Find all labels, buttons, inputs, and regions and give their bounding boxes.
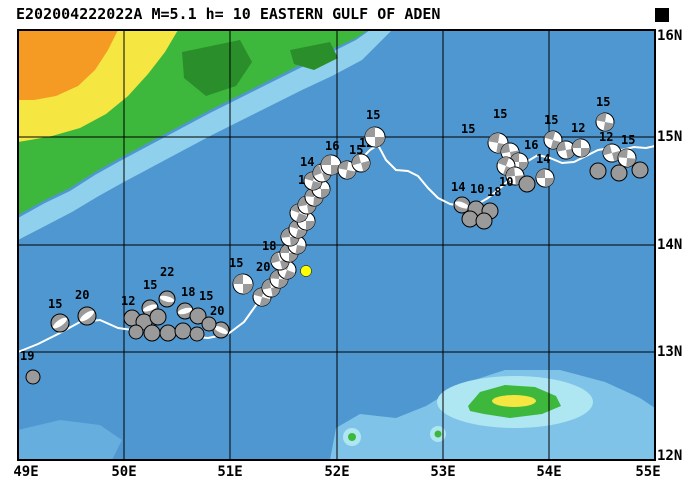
depth-label: 20 [256,260,270,274]
land-darkgreen-patch-2 [290,42,338,70]
land-darkgreen-patch-1 [182,40,252,96]
focal-mechanism-beachball [50,313,70,333]
depth-label: 15 [349,143,363,157]
small-island-2 [434,430,442,438]
focal-mechanism-dot [631,161,649,179]
depth-label: 15 [493,107,507,121]
focal-mechanism-beachball [158,290,176,308]
land-elevation-orange [18,30,118,100]
corner-mark [655,8,669,22]
depth-label: 15 [229,256,243,270]
depth-label: 15 [621,133,635,147]
depth-label: 15 [199,289,213,303]
lon-label-52e: 52E [324,464,350,480]
focal-mechanism-dot [589,162,607,180]
focal-mechanism-beachball [543,130,563,150]
coastal-shelf-band [18,30,392,240]
focal-mechanism-dot [25,369,41,385]
depth-label: 16 [524,138,538,152]
depth-label: 18 [487,185,501,199]
depth-label: 15 [48,297,62,311]
depth-label: 15 [143,278,157,292]
socotra-elevation-yellow [492,395,536,407]
focal-mechanism-dot [143,324,161,342]
figure-title: E202004222022A M=5.1 h= 10 EASTERN GULF … [16,5,441,23]
depth-label: 15 [544,113,558,127]
focal-mechanism-beachball [535,168,555,188]
depth-label: 12 [599,130,613,144]
focal-mechanism-dot [610,164,628,182]
focal-mechanism-beachball [351,153,371,173]
depth-label: 18 [262,239,276,253]
lon-label-55e: 55E [635,464,661,480]
depth-label: 16 [325,139,339,153]
focal-mechanism-beachball [571,138,591,158]
focal-mechanism-beachball [617,148,637,168]
bathymetry-patch-sw [18,420,122,460]
lon-label-50e: 50E [111,464,137,480]
depth-label: 14 [536,152,550,166]
focal-mechanism-dot [189,326,205,342]
focal-mechanism-dot [475,212,493,230]
focal-mechanism-beachball [77,306,97,326]
focal-mechanism-dot [128,324,144,340]
map-frame [17,29,656,461]
depth-label: 12 [121,294,135,308]
small-island-1 [348,433,356,441]
events-layer: 1915201215221815201520181714161512151515… [17,95,656,385]
focal-mechanism-beachball [232,273,254,295]
focal-mechanism-beachball [595,112,615,132]
depth-label: 15 [596,95,610,109]
depth-label: 15 [461,122,475,136]
lon-label-49e: 49E [13,464,39,480]
lat-label-14n: 14N [657,237,683,253]
focal-mechanism-dot [174,322,192,340]
depth-label: 10 [499,175,513,189]
depth-label: 14 [300,155,314,169]
focal-mechanism-dot [518,175,536,193]
focal-mechanism-dot [159,324,177,342]
lon-label-54e: 54E [536,464,562,480]
lat-label-12n: 12N [657,448,683,464]
depth-label: 14 [451,180,465,194]
lat-label-13n: 13N [657,344,683,360]
focal-mechanism-dot [461,210,479,228]
lat-label-15n: 15N [657,129,683,145]
focal-mechanism-beachball [453,196,471,214]
focal-mechanism-dot [149,308,167,326]
focal-mechanism-dot [201,316,217,332]
depth-label: 18 [181,285,195,299]
focal-mechanism-beachball [337,160,357,180]
epicenter-marker [300,265,312,277]
depth-label: 10 [470,182,484,196]
lon-label-53e: 53E [430,464,456,480]
focal-mechanism-beachball [364,126,386,148]
lon-label-51e: 51E [217,464,243,480]
depth-label: 19 [20,349,34,363]
focal-mechanism-beachball [320,154,342,176]
depth-label: 22 [160,265,174,279]
lat-label-16n: 16N [657,28,683,44]
depth-label: 20 [210,304,224,318]
focal-mechanism-dot [189,307,207,325]
focal-mechanism-beachball [212,321,230,339]
depth-label: 12 [571,121,585,135]
depth-label: 15 [366,108,380,122]
depth-label: 20 [75,288,89,302]
